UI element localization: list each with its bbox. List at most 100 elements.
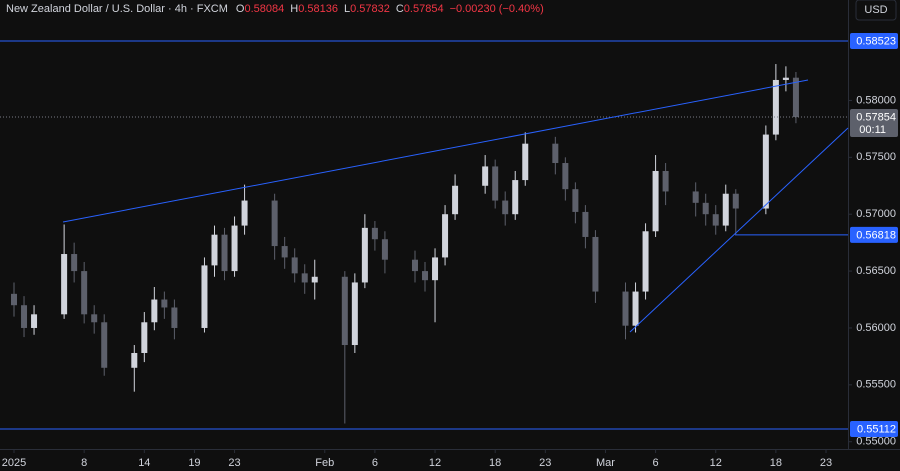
candle-body: [482, 166, 489, 186]
candle-body: [442, 214, 449, 258]
candle-body: [141, 322, 148, 353]
x-tick-label: 14: [138, 457, 150, 469]
candle-body: [301, 273, 308, 283]
ohlc-value: 0.58136: [298, 3, 338, 15]
x-tick-label: 12: [429, 457, 441, 469]
candle-body: [81, 271, 88, 315]
candle-body: [572, 189, 579, 212]
x-tick-label: 18: [770, 457, 782, 469]
symbol-title: New Zealand Dollar / U.S. Dollar · 4h · …: [6, 3, 228, 15]
ohlc-key: O: [236, 3, 245, 15]
candle-body: [732, 193, 739, 209]
y-tick-label: 0.57000: [856, 208, 896, 220]
candle-body: [91, 314, 98, 323]
candle-body: [411, 259, 418, 272]
x-tick-label: 23: [228, 457, 240, 469]
candle-body: [291, 257, 298, 274]
x-tick-label: 6: [653, 457, 659, 469]
candle-body: [512, 180, 519, 215]
change: −0.00230 (−0.40%): [450, 3, 544, 15]
candle-body: [662, 170, 669, 192]
candle-body: [632, 291, 639, 326]
candle-body: [702, 202, 709, 215]
candle-body: [432, 257, 439, 281]
axis-labels: 0.58000 0.57500 0.57000 0.56500 0.56000 0.555…: [2, 32, 898, 469]
level-label: 0.55112: [857, 423, 896, 435]
y-tick-label: 0.58000: [856, 94, 896, 106]
x-tick-label: 23: [820, 457, 832, 469]
candle-body: [201, 265, 208, 328]
x-tick-label: 2025: [2, 457, 26, 469]
candle-body: [782, 77, 789, 80]
candle-body: [151, 299, 158, 323]
level-label-bg: [850, 420, 898, 437]
candle-body: [722, 193, 729, 226]
y-tick-label: 0.55000: [856, 436, 896, 448]
candle-body: [101, 322, 108, 368]
y-tick-label: 0.57500: [856, 151, 896, 163]
candle-body: [452, 185, 459, 215]
level-label-bg: [850, 226, 898, 243]
ohlc-value: 0.57854: [404, 3, 444, 15]
candle-body: [792, 77, 799, 118]
candle-body: [231, 225, 238, 272]
x-tick-label: 8: [81, 457, 87, 469]
ohlc-key: L: [344, 3, 350, 15]
candle-body: [622, 291, 629, 326]
candle-body: [692, 191, 699, 203]
y-tick-label: 0.56000: [856, 322, 896, 334]
candle-body: [562, 163, 569, 190]
candle-body: [341, 276, 348, 346]
candle-body: [712, 214, 719, 226]
ohlc-key: H: [290, 3, 298, 15]
candle-body: [381, 239, 388, 260]
x-tick-label: Feb: [315, 457, 334, 469]
candle-body: [161, 299, 168, 308]
candle-body: [522, 143, 529, 181]
y-tick-label: 0.56500: [856, 265, 896, 277]
candle-body: [371, 227, 378, 240]
candle-body: [61, 254, 68, 315]
level-label-bg: [850, 32, 898, 49]
candle-body: [642, 231, 649, 292]
level-label: 0.56818: [856, 229, 896, 241]
candle-body: [21, 305, 28, 328]
countdown: 00:11: [859, 124, 886, 136]
candle-body: [422, 271, 429, 281]
x-tick-label: 23: [539, 457, 551, 469]
x-tick-label: 19: [188, 457, 200, 469]
last-price-bg: [850, 109, 898, 138]
candle-body: [311, 276, 318, 283]
trendline: [629, 127, 849, 333]
candle-body: [552, 143, 559, 164]
currency-button[interactable]: [855, 0, 897, 21]
level-label: 0.58523: [856, 35, 896, 47]
ohlc: O 0.58084 H 0.58136 L 0.57832 C 0.57854 −0.00230…: [236, 3, 544, 15]
candle-body: [582, 211, 589, 237]
candle-body: [762, 134, 769, 209]
y-tick-label: 0.55500: [856, 379, 896, 391]
candle-body: [351, 282, 358, 346]
candle-body: [592, 236, 599, 292]
ohlc-value: 0.57832: [350, 3, 390, 15]
ohlc-key: C: [396, 3, 404, 15]
candle-body: [502, 200, 509, 215]
candle-body: [772, 79, 779, 135]
candle-body: [241, 200, 248, 226]
candle-body: [281, 246, 288, 258]
candle-body: [31, 314, 38, 328]
candle-body: [221, 234, 228, 272]
x-tick-label: 6: [372, 457, 378, 469]
last-price-label: 0.57854: [856, 111, 896, 123]
x-tick-label: 18: [489, 457, 501, 469]
trendline: [62, 79, 809, 223]
plot-area: [0, 40, 848, 430]
candle-body: [131, 352, 138, 368]
candle-body: [71, 254, 78, 272]
ohlc-value: 0.58084: [244, 3, 284, 15]
candle-body: [211, 234, 218, 266]
currency[interactable]: USD: [864, 4, 887, 16]
